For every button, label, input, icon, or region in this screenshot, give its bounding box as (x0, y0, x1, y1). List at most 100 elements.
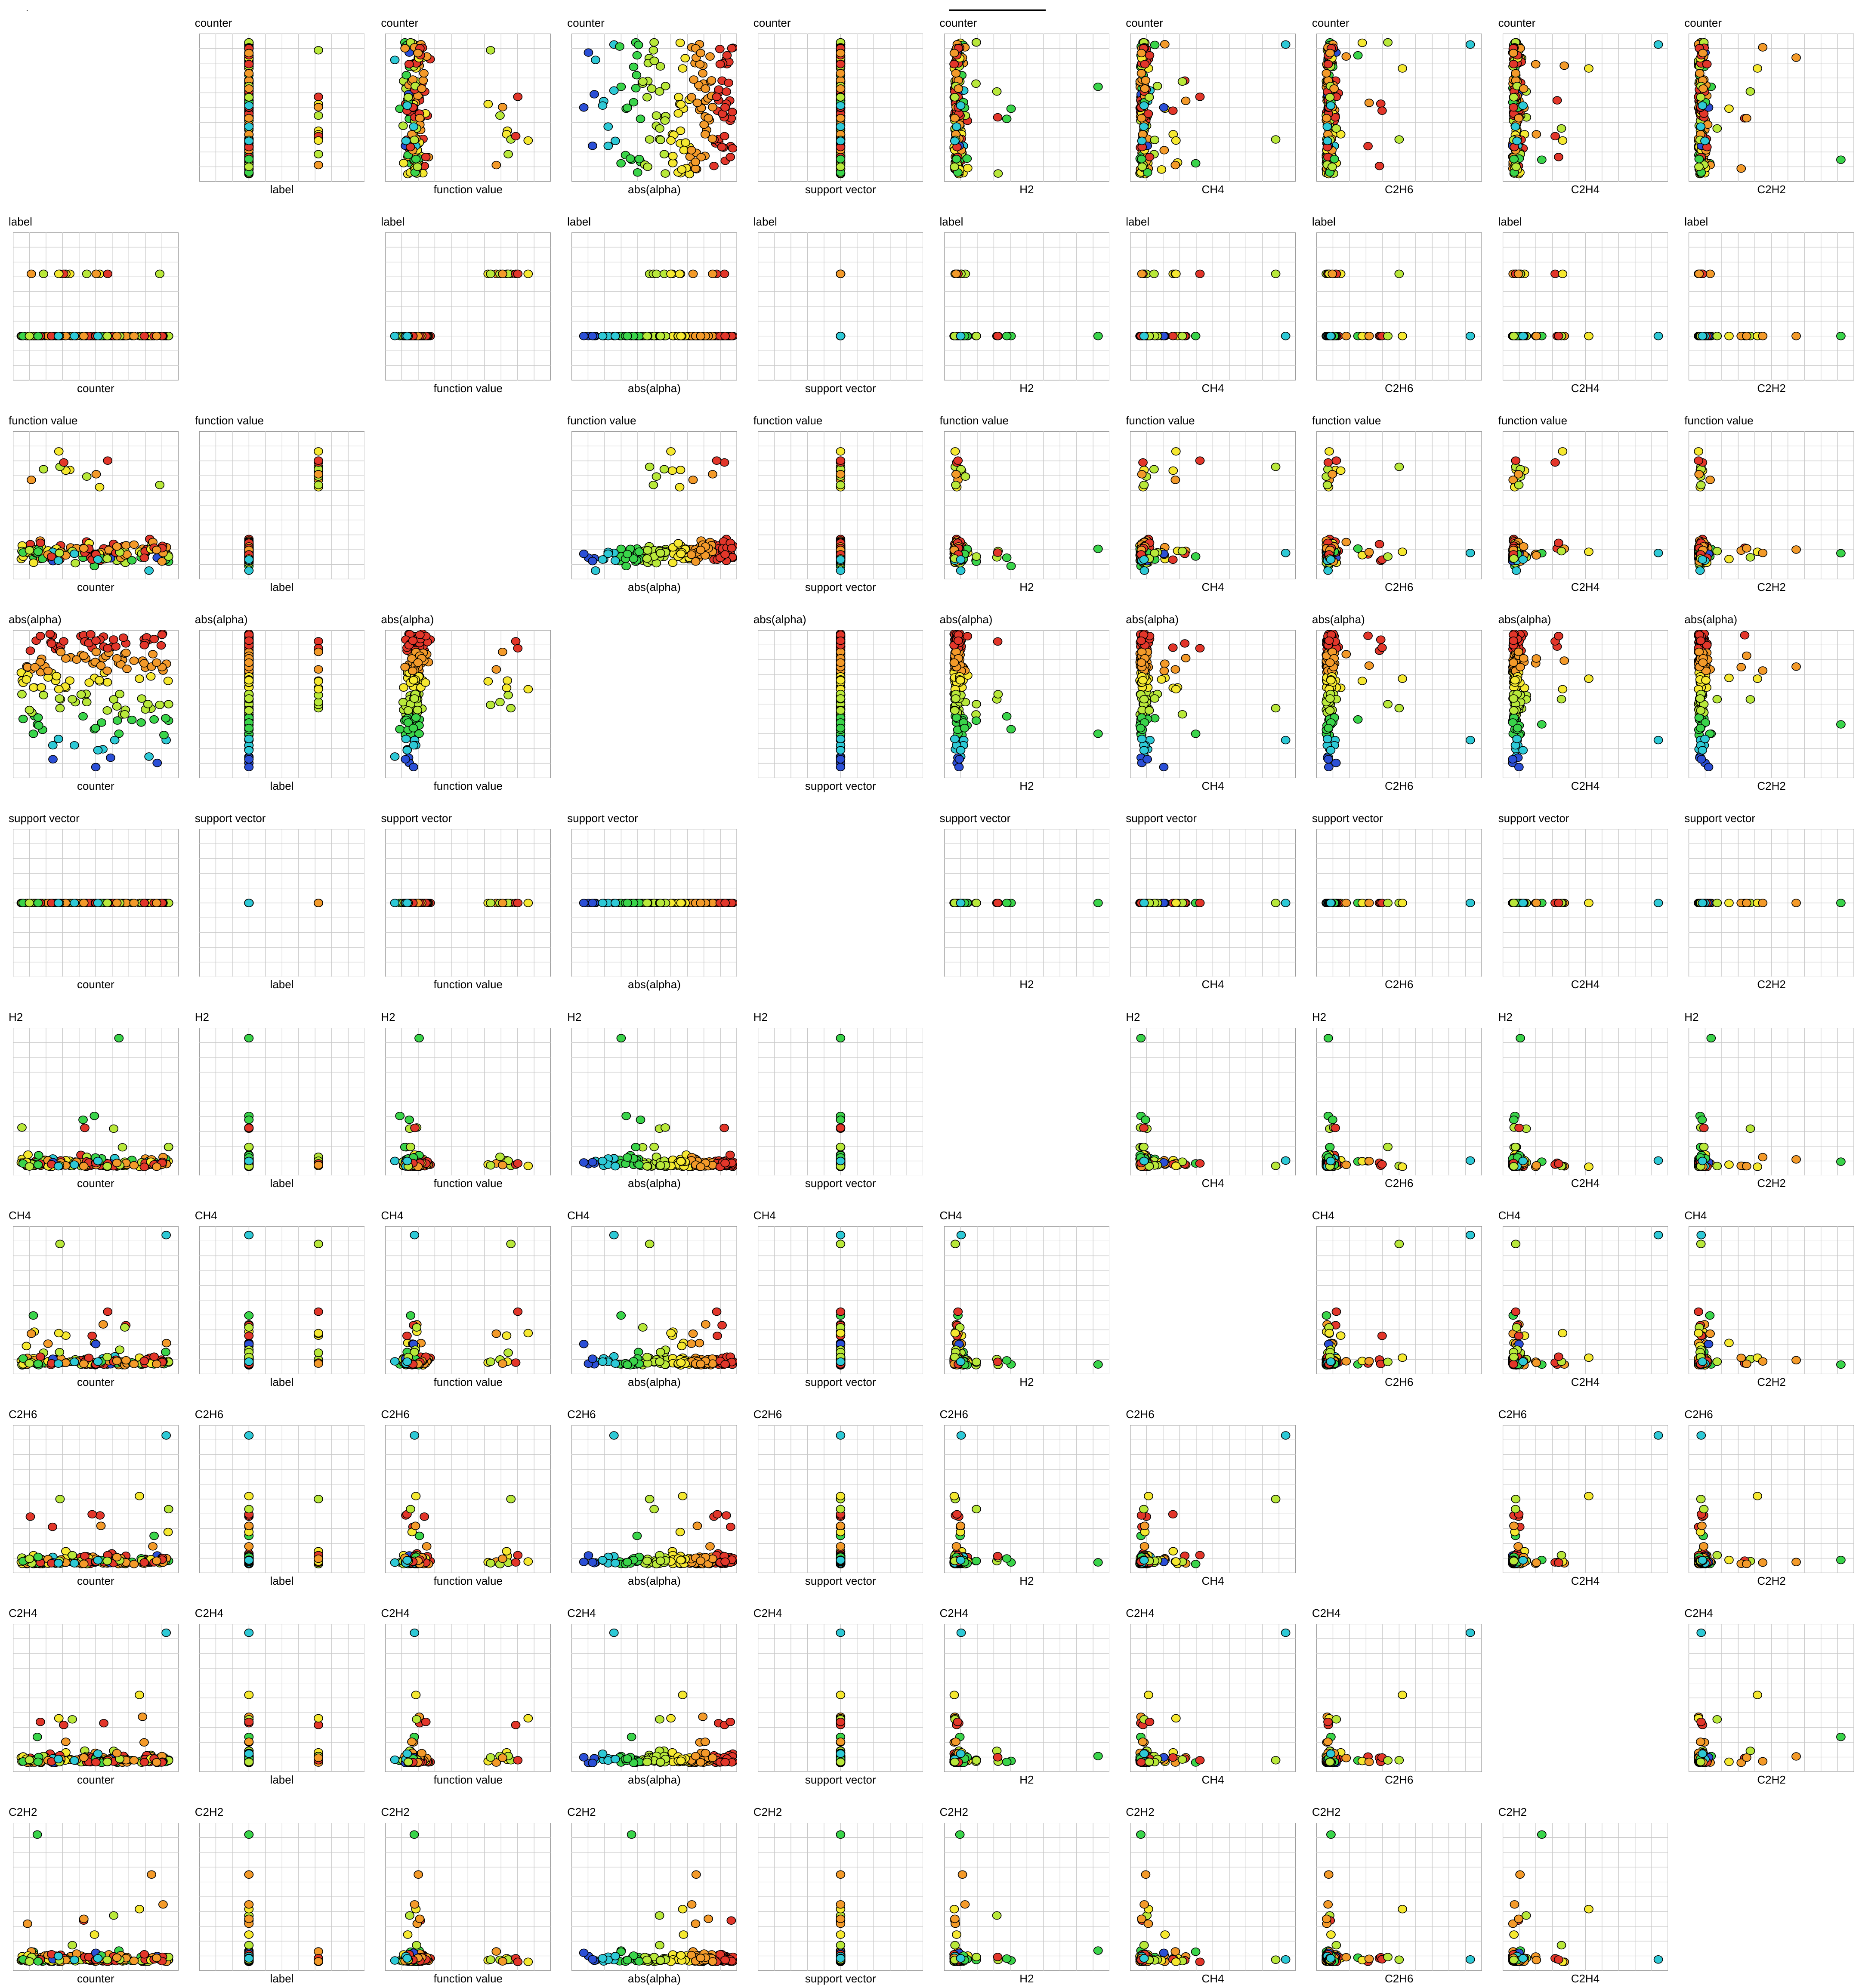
data-point (655, 62, 665, 71)
x-axis-label: support vector (805, 182, 876, 196)
data-point (155, 480, 165, 489)
data-point (689, 75, 699, 84)
data-point (579, 103, 589, 112)
data-point (1139, 331, 1149, 340)
data-point (971, 552, 981, 561)
plot-area (385, 34, 551, 182)
data-point (836, 114, 846, 123)
data-point (659, 150, 669, 158)
data-point (698, 69, 708, 78)
data-point (1331, 456, 1341, 465)
data-point (836, 136, 846, 145)
y-axis-label: counter (381, 16, 419, 29)
data-point (1139, 566, 1149, 575)
data-point (1745, 553, 1755, 562)
data-point (836, 122, 846, 131)
data-point (409, 122, 419, 131)
data-point (708, 470, 717, 479)
data-point (648, 480, 658, 489)
scatter-svg (1130, 232, 1296, 380)
data-point (33, 547, 43, 556)
data-point (1137, 114, 1146, 123)
data-point (971, 79, 981, 88)
scatter-svg (757, 232, 923, 380)
data-point (709, 161, 719, 170)
plot-area (1689, 232, 1854, 380)
y-axis-label: counter (1498, 16, 1536, 29)
data-point (1398, 547, 1407, 556)
data-point (421, 153, 431, 161)
data-point (708, 269, 717, 278)
data-point (708, 103, 717, 111)
data-point (1511, 456, 1520, 465)
data-point (1556, 547, 1566, 556)
data-point (313, 470, 323, 479)
data-point (82, 269, 92, 278)
scatter-svg (385, 232, 551, 380)
data-point (93, 555, 103, 564)
data-point (668, 159, 678, 167)
data-point (668, 151, 678, 161)
data-point (70, 549, 79, 558)
data-point (611, 331, 620, 340)
data-point (836, 84, 846, 93)
data-point (103, 456, 113, 465)
x-axis-label: C2H6 (1384, 580, 1414, 594)
data-point (591, 566, 600, 575)
panel-function-value-vs-ch4: function value CH4 (1126, 414, 1300, 594)
plot-area (1502, 431, 1668, 579)
panel-counter-vs-label: counter label (195, 16, 369, 196)
data-point (1093, 82, 1103, 91)
y-axis-label: label (1312, 215, 1336, 228)
data-point (244, 101, 253, 110)
data-point (1383, 38, 1393, 47)
data-point (722, 87, 732, 96)
data-point (673, 109, 683, 118)
data-point (244, 136, 253, 145)
data-point (71, 559, 80, 568)
data-point (1177, 77, 1187, 86)
panel-function-value-vs-h2: function value H2 (940, 414, 1114, 594)
data-point (1465, 331, 1475, 340)
data-point (666, 136, 676, 145)
data-point (649, 38, 659, 47)
data-point (722, 51, 732, 60)
data-point (950, 114, 960, 123)
data-point (836, 60, 846, 68)
data-point (483, 100, 493, 108)
data-point (1140, 60, 1150, 68)
data-point (656, 549, 665, 557)
data-point (631, 84, 641, 93)
y-axis-label: counter (195, 16, 232, 29)
data-point (139, 553, 149, 562)
data-point (1326, 101, 1336, 110)
data-point (951, 269, 961, 278)
data-point (244, 155, 253, 164)
data-point (112, 331, 122, 340)
data-point (1519, 542, 1529, 551)
data-point (1518, 331, 1528, 340)
data-point (629, 62, 639, 71)
data-point (696, 545, 706, 554)
data-point (1553, 331, 1563, 340)
data-point (1745, 87, 1755, 96)
data-point (1143, 168, 1152, 177)
data-point (1149, 465, 1159, 473)
data-point (696, 49, 706, 58)
data-point (836, 269, 846, 278)
data-point (1137, 136, 1147, 145)
data-point (1181, 96, 1191, 105)
data-point (144, 566, 154, 575)
data-point (1150, 136, 1160, 144)
data-point (1694, 269, 1704, 278)
data-point (1374, 161, 1384, 170)
data-point (1326, 555, 1336, 564)
data-point (1136, 49, 1146, 58)
data-point (1159, 103, 1169, 112)
data-point (79, 544, 89, 553)
plot-area (13, 232, 179, 380)
plot-area (944, 232, 1110, 380)
x-axis-label: C2H4 (1571, 182, 1600, 196)
data-point (1322, 480, 1332, 489)
